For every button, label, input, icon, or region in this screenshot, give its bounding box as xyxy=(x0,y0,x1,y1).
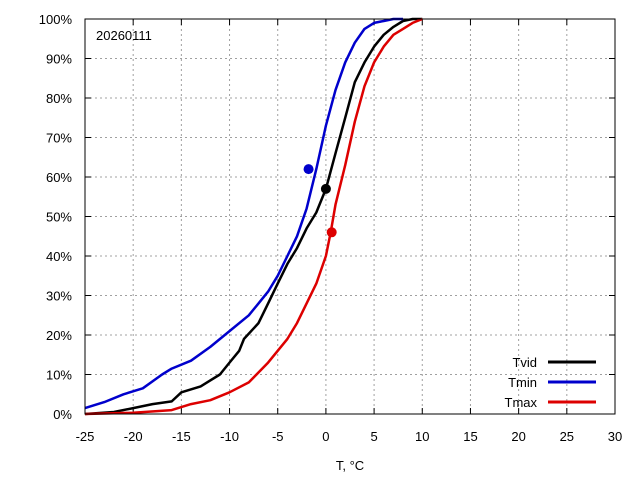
y-tick-label: 20% xyxy=(46,328,72,343)
legend-label-tmin: Tmin xyxy=(508,375,537,390)
series-marker-tmin xyxy=(303,164,314,175)
y-tick-label: 40% xyxy=(46,249,72,264)
x-tick-label: -15 xyxy=(172,429,191,444)
y-tick-label: 90% xyxy=(46,52,72,67)
x-tick-label: 25 xyxy=(560,429,574,444)
y-tick-label: 0% xyxy=(53,407,72,422)
y-tick-label: 60% xyxy=(46,170,72,185)
series-line-tvid xyxy=(84,17,423,416)
x-tick-label: 30 xyxy=(608,429,622,444)
legend-label-tmax: Tmax xyxy=(505,395,538,410)
series-line-tmin xyxy=(84,17,403,410)
date-annotation: 20260111 xyxy=(96,28,152,43)
x-axis-title: T, °C xyxy=(336,458,364,473)
x-tick-label: -10 xyxy=(220,429,239,444)
x-tick-label: 0 xyxy=(322,429,329,444)
y-tick-label: 10% xyxy=(46,368,72,383)
axis-ticks: -25 -20 -15 -10 -5 0 5 10 15 20 25 30 0% 10% 20% 30% 40%… xyxy=(39,12,622,444)
series-marker-tmax xyxy=(326,227,337,238)
y-tick-label: 50% xyxy=(46,210,72,225)
x-tick-label: 15 xyxy=(463,429,477,444)
y-tick-label: 70% xyxy=(46,131,72,146)
plot-frame xyxy=(84,18,616,415)
y-tick-label: 30% xyxy=(46,289,72,304)
series-marker-tvid xyxy=(320,183,331,194)
series-line-tmax xyxy=(84,17,423,416)
x-tick-label: 20 xyxy=(511,429,525,444)
legend-label-tvid: Tvid xyxy=(512,355,537,370)
y-tick-label: 80% xyxy=(46,91,72,106)
y-tick-label: 100% xyxy=(39,12,73,27)
x-tick-label: 5 xyxy=(370,429,377,444)
legend: Tvid Tmin Tmax xyxy=(505,355,596,410)
grid xyxy=(85,19,615,414)
x-tick-label: -5 xyxy=(272,429,284,444)
x-tick-label: -25 xyxy=(76,429,95,444)
series-group xyxy=(84,17,423,416)
x-tick-label: 10 xyxy=(415,429,429,444)
x-tick-label: -20 xyxy=(124,429,143,444)
